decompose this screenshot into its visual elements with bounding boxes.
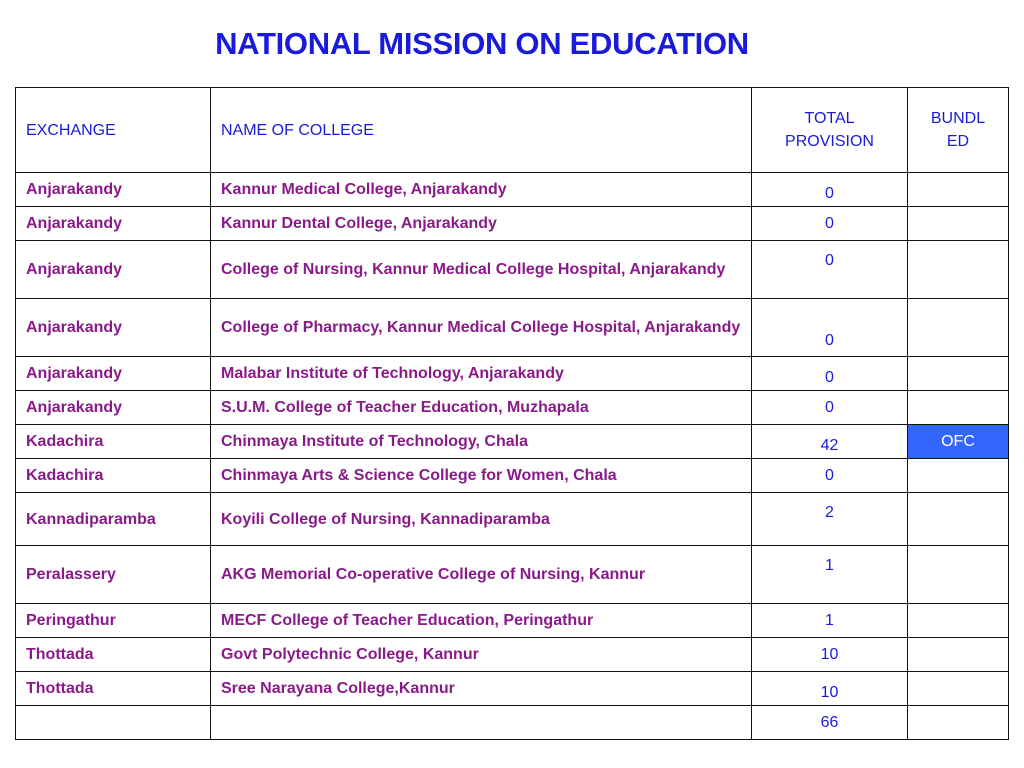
total-cell: 0	[751, 206, 908, 241]
total-cell: 1	[751, 545, 908, 604]
header-college: NAME OF COLLEGE	[210, 87, 752, 173]
bundled-cell	[907, 240, 1009, 299]
total-cell: 0	[751, 390, 908, 425]
exchange-cell: Anjarakandy	[15, 356, 211, 391]
table-row: Anjarakandy College of Nursing, Kannur M…	[15, 240, 1009, 299]
exchange-cell: Thottada	[15, 671, 211, 706]
header-total-line1: TOTAL	[804, 110, 855, 127]
table-row: Kadachira Chinmaya Arts & Science Colleg…	[15, 458, 1009, 493]
total-cell: 10	[751, 671, 908, 706]
header-total-line2: PROVISION	[785, 133, 874, 150]
header-bundled: BUNDL ED	[907, 87, 1009, 173]
table-row: Anjarakandy S.U.M. College of Teacher Ed…	[15, 390, 1009, 425]
table-row: Anjarakandy Kannur Medical College, Anja…	[15, 172, 1009, 207]
college-cell: MECF College of Teacher Education, Perin…	[210, 603, 752, 638]
college-cell: Chinmaya Institute of Technology, Chala	[210, 424, 752, 459]
page-title: NATIONAL MISSION ON EDUCATION	[215, 26, 749, 61]
bundled-cell	[907, 603, 1009, 638]
exchange-cell: Anjarakandy	[15, 390, 211, 425]
college-cell: Govt Polytechnic College, Kannur	[210, 637, 752, 672]
bundled-cell	[907, 637, 1009, 672]
college-cell: Kannur Medical College, Anjarakandy	[210, 172, 752, 207]
total-cell: 10	[751, 637, 908, 672]
exchange-cell: Kadachira	[15, 424, 211, 459]
exchange-cell: Peringathur	[15, 603, 211, 638]
bundled-cell	[907, 172, 1009, 207]
exchange-cell: Kadachira	[15, 458, 211, 493]
table-total-row: 66	[15, 705, 1009, 740]
table-header-row: EXCHANGE NAME OF COLLEGE TOTAL PROVISION…	[15, 87, 1009, 173]
header-bundled-line1: BUNDL	[930, 110, 986, 127]
table-row: Kadachira Chinmaya Institute of Technolo…	[15, 424, 1009, 459]
grand-total-cell: 66	[751, 705, 908, 740]
bundled-cell	[907, 671, 1009, 706]
exchange-cell: Anjarakandy	[15, 206, 211, 241]
total-cell: 42	[751, 424, 908, 459]
exchange-cell: Thottada	[15, 637, 211, 672]
bundled-cell	[907, 458, 1009, 493]
total-cell: 0	[751, 298, 908, 357]
college-cell	[210, 705, 752, 740]
table-row: Anjarakandy College of Pharmacy, Kannur …	[15, 298, 1009, 357]
bundled-cell	[907, 705, 1009, 740]
college-cell: College of Pharmacy, Kannur Medical Coll…	[210, 298, 752, 357]
table-row: Kannadiparamba Koyili College of Nursing…	[15, 492, 1009, 546]
total-cell: 0	[751, 458, 908, 493]
college-cell: AKG Memorial Co-operative College of Nur…	[210, 545, 752, 604]
college-cell: Malabar Institute of Technology, Anjarak…	[210, 356, 752, 391]
college-cell: Chinmaya Arts & Science College for Wome…	[210, 458, 752, 493]
table-row: Thottada Govt Polytechnic College, Kannu…	[15, 637, 1009, 672]
exchange-cell: Anjarakandy	[15, 172, 211, 207]
header-exchange: EXCHANGE	[15, 87, 211, 173]
exchange-cell: Anjarakandy	[15, 240, 211, 299]
total-cell: 2	[751, 492, 908, 546]
bundled-cell	[907, 390, 1009, 425]
bundled-cell-ofc: OFC	[907, 424, 1009, 459]
college-cell: College of Nursing, Kannur Medical Colle…	[210, 240, 752, 299]
bundled-cell	[907, 492, 1009, 546]
bundled-cell	[907, 356, 1009, 391]
header-bundled-line2: ED	[946, 133, 970, 150]
bundled-cell	[907, 206, 1009, 241]
total-cell: 0	[751, 240, 908, 299]
table-row: Thottada Sree Narayana College,Kannur 10	[15, 671, 1009, 706]
college-cell: Kannur Dental College, Anjarakandy	[210, 206, 752, 241]
total-cell: 0	[751, 172, 908, 207]
college-cell: Sree Narayana College,Kannur	[210, 671, 752, 706]
header-total-provision: TOTAL PROVISION	[751, 87, 908, 173]
table-row: Peringathur MECF College of Teacher Educ…	[15, 603, 1009, 638]
bundled-cell	[907, 545, 1009, 604]
college-cell: S.U.M. College of Teacher Education, Muz…	[210, 390, 752, 425]
table-row: Anjarakandy Kannur Dental College, Anjar…	[15, 206, 1009, 241]
exchange-cell	[15, 705, 211, 740]
college-table: EXCHANGE NAME OF COLLEGE TOTAL PROVISION…	[15, 87, 1009, 740]
exchange-cell: Anjarakandy	[15, 298, 211, 357]
total-cell: 0	[751, 356, 908, 391]
table-row: Anjarakandy Malabar Institute of Technol…	[15, 356, 1009, 391]
exchange-cell: Kannadiparamba	[15, 492, 211, 546]
exchange-cell: Peralassery	[15, 545, 211, 604]
college-cell: Koyili College of Nursing, Kannadiparamb…	[210, 492, 752, 546]
total-cell: 1	[751, 603, 908, 638]
bundled-cell	[907, 298, 1009, 357]
table-row: Peralassery AKG Memorial Co-operative Co…	[15, 545, 1009, 604]
